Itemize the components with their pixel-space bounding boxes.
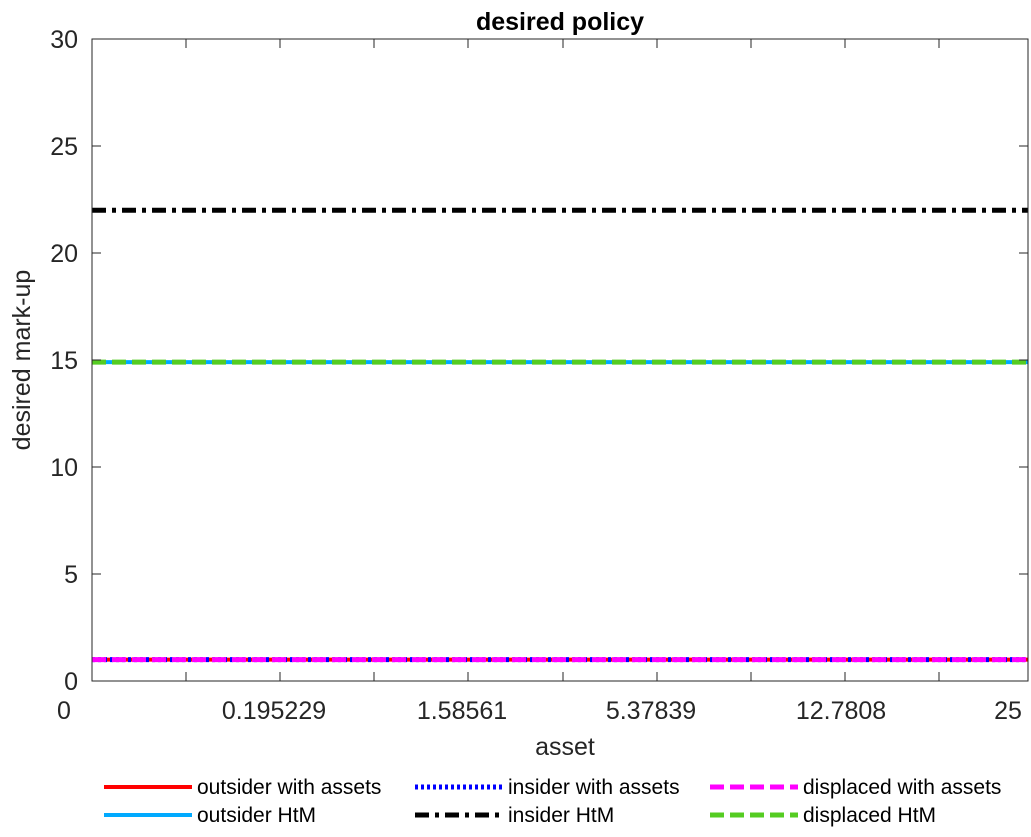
legend-label-4: outsider HtM <box>197 804 316 827</box>
ticks-layer: 0 5 10 15 20 25 30 0 0.195229 1.58561 5.37839 12.78… <box>50 26 1029 725</box>
legend-label-2: insider with assets <box>508 776 680 799</box>
x-tick-label: 5.37839 <box>606 697 696 725</box>
y-tick-label: 0 <box>64 668 78 696</box>
y-axis-title: desired mark-up <box>8 270 36 451</box>
legend: outsider with assets insider with assets d… <box>104 776 1001 827</box>
legend-label-1: outsider with assets <box>197 776 381 799</box>
x-axis-title: asset <box>535 733 595 761</box>
x-tick-label: 12.7808 <box>796 697 886 725</box>
y-tick-label: 10 <box>50 454 78 482</box>
x-tick-label: 0.195229 <box>222 697 326 725</box>
y-tick-label: 5 <box>64 561 78 589</box>
x-tick-label: 25 <box>994 697 1022 725</box>
x-tick-label: 1.58561 <box>417 697 507 725</box>
series-layer <box>92 207 1028 663</box>
y-tick-label: 20 <box>50 240 78 268</box>
y-tick-label: 30 <box>50 26 78 54</box>
legend-label-6: displaced HtM <box>803 804 936 827</box>
y-tick-label: 25 <box>50 133 78 161</box>
y-tick-label: 15 <box>50 347 78 375</box>
chart-title: desired policy <box>476 8 644 36</box>
legend-label-3: displaced with assets <box>803 776 1001 799</box>
x-tick-label: 0 <box>57 697 71 725</box>
legend-label-5: insider HtM <box>508 804 614 827</box>
